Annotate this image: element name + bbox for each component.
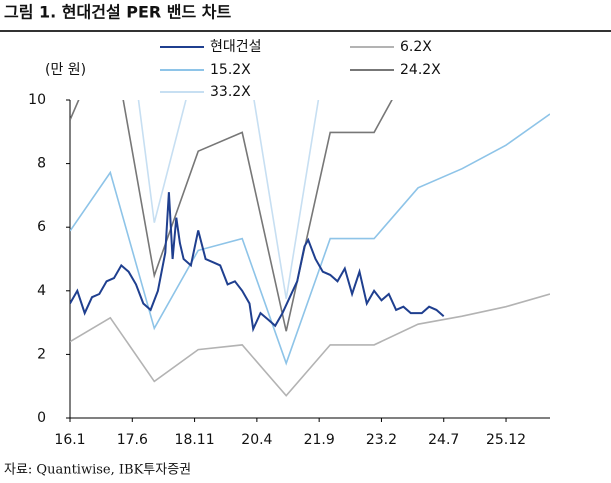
x-tick-label: 17.6: [117, 432, 148, 448]
y-tick-label: 10: [28, 92, 46, 108]
y-tick-label: 4: [37, 283, 46, 299]
legend-label: 33.2X: [210, 84, 251, 100]
x-tick-label: 23.2: [366, 432, 397, 448]
x-tick-label: 18.11: [175, 432, 215, 448]
plot-area: [70, 100, 550, 397]
chart-title: 그림 1. 현대건설 PER 밴드 차트: [4, 3, 232, 22]
legend-label: 24.2X: [400, 62, 441, 78]
series-line: [70, 100, 393, 332]
series-line: [70, 293, 550, 397]
source: 자료: Quantiwise, IBK투자증권: [4, 463, 191, 478]
y-tick-label: 0: [37, 410, 46, 426]
legend-label: 6.2X: [400, 39, 432, 55]
series-line: [137, 100, 320, 299]
title-rule: [0, 30, 611, 32]
y-tick-label: 6: [37, 219, 46, 235]
legend-label: 현대건설: [210, 39, 262, 55]
series-line: [70, 192, 445, 333]
x-tick-label: 16.1: [54, 432, 85, 448]
y-tick-label: 8: [37, 156, 46, 172]
y-axis-label: (만 원): [45, 62, 86, 78]
x-tick-label: 21.9: [304, 432, 335, 448]
series-line: [70, 113, 550, 366]
legend-label: 15.2X: [210, 62, 251, 78]
x-tick-label: 24.7: [428, 432, 459, 448]
x-tick-label: 20.4: [241, 432, 272, 448]
y-tick-label: 2: [37, 346, 46, 362]
x-tick-label: 25.12: [486, 432, 526, 448]
